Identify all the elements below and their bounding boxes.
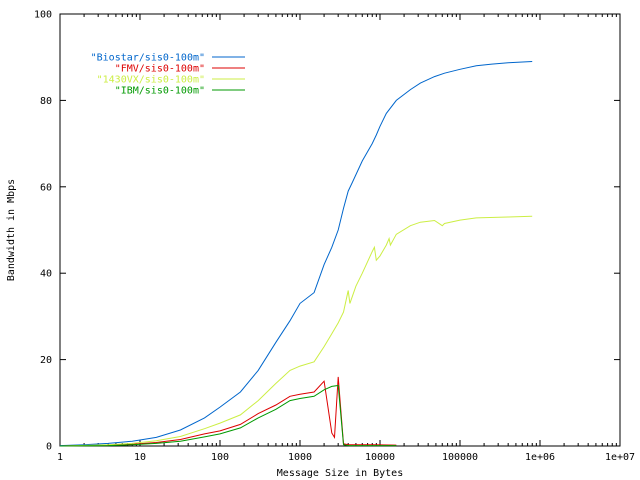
y-tick-label: 40 (40, 269, 52, 280)
legend-label: "IBM/sis0-100m" (115, 86, 205, 97)
x-axis-label: Message Size in Bytes (277, 468, 403, 479)
y-tick-label: 60 (40, 182, 52, 193)
y-tick-label: 0 (46, 442, 52, 453)
x-tick-label: 10000 (365, 452, 395, 463)
legend-label: "1430VX/sis0-100m" (97, 75, 205, 86)
legend-label: "FMV/sis0-100m" (115, 64, 205, 75)
series-line (59, 215, 533, 447)
axis-ticks: 1 10 100 1000 10000 100000 1e+06 1e+07 0 20 40 60 80… (34, 10, 635, 464)
series-line (59, 376, 397, 447)
y-tick-label: 80 (40, 96, 52, 107)
series-lines (59, 61, 533, 447)
y-tick-label: 20 (40, 355, 52, 366)
x-tick-label: 1e+07 (605, 452, 635, 463)
x-tick-label: 100 (211, 452, 229, 463)
x-tick-label: 1000 (288, 452, 312, 463)
legend: "Biostar/sis0-100m""FMV/sis0-100m""1430V… (91, 53, 245, 97)
series-line (59, 61, 533, 447)
x-tick-label: 1e+06 (525, 452, 555, 463)
y-tick-label: 100 (34, 10, 52, 21)
x-tick-label: 1 (57, 452, 63, 463)
plot-frame (59, 13, 621, 447)
series-line (59, 384, 397, 447)
legend-label: "Biostar/sis0-100m" (91, 53, 205, 64)
x-tick-label: 10 (134, 452, 146, 463)
y-axis-label: Bandwidth in Mbps (6, 179, 17, 281)
x-tick-label: 100000 (442, 452, 478, 463)
